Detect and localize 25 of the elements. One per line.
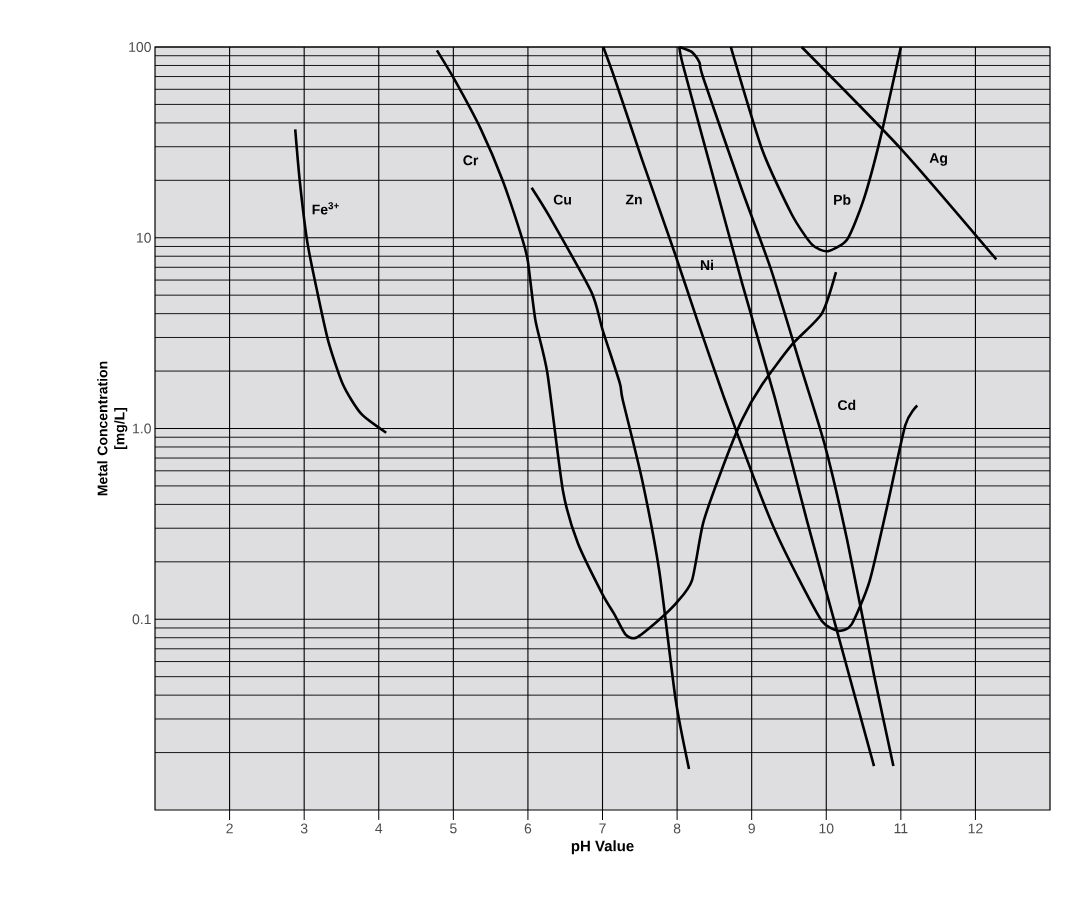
- x-tick-label: 11: [894, 823, 908, 834]
- x-tick-label: 7: [599, 823, 606, 834]
- y-tick-label: 0.1: [132, 614, 151, 625]
- x-tick-label: 5: [450, 823, 457, 834]
- x-axis-title: pH Value: [571, 840, 634, 855]
- x-tick-label: 4: [375, 823, 383, 834]
- series-label: Fe$^{3+}$: [312, 202, 339, 215]
- series-label: Cd: [838, 399, 856, 411]
- series-label: Cr: [463, 155, 479, 166]
- y-tick-label: 10: [136, 232, 151, 243]
- y-axis-title: Metal Concentration [mg/L]: [97, 361, 128, 496]
- x-tick-label: 10: [819, 823, 834, 834]
- x-tick-label: 2: [226, 823, 233, 834]
- x-tick-label: 12: [968, 823, 983, 834]
- x-tick-label: 8: [673, 823, 681, 834]
- x-tick-label: 3: [300, 823, 308, 834]
- line-series: [293, 128, 388, 435]
- series-label: Ag: [929, 153, 947, 166]
- series-label: Zn: [625, 194, 642, 205]
- x-tick-label: 6: [524, 823, 532, 834]
- y-tick-label: 100: [129, 42, 151, 52]
- y-tick-label: 1.0: [133, 423, 151, 434]
- series-label: Cu: [553, 194, 571, 205]
- x-tick-label: 9: [748, 823, 755, 834]
- series-label: Pb: [834, 194, 851, 205]
